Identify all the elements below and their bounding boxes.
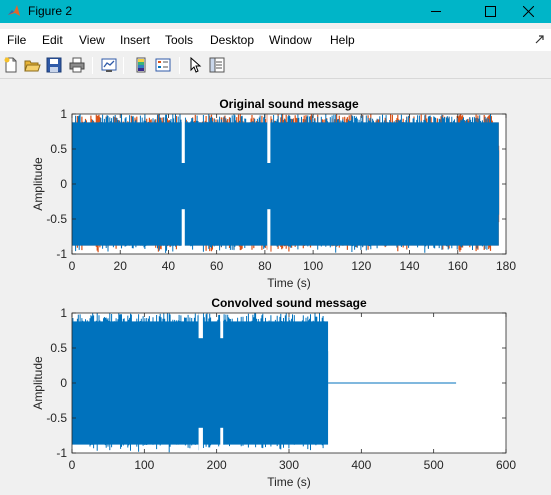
minimize-icon [430,11,441,12]
x-tick-label: 60 [210,259,224,273]
x-tick-label: 0 [69,259,76,273]
silence-gap [220,313,224,339]
x-tick-label: 400 [351,458,371,472]
toolbar [0,53,551,79]
x-tick-label: 140 [400,259,420,273]
y-tick-label: 1 [60,107,67,121]
maximize-icon [484,6,496,17]
silence-gap [267,114,271,163]
x-tick-label: 120 [351,259,371,273]
data-layer [72,114,500,254]
axes-title: Original sound message [219,97,359,111]
open-file-icon[interactable] [23,56,41,74]
silence-gap [198,313,203,339]
menu-tools[interactable]: Tools [165,33,194,47]
axes-1[interactable]: 0 20 40 60 80 100 120 140 160 180 -1 -0.5 0 0.5 1 Origi… [31,97,516,290]
menu-view[interactable]: View [79,33,105,47]
insert-legend-icon[interactable] [154,56,172,74]
silence-gap [220,427,224,453]
x-tick-label: 80 [258,259,272,273]
menu-file[interactable]: File [7,33,27,47]
series-2-body [72,122,499,246]
x-tick-label: 20 [114,259,128,273]
x-tick-label: 0 [69,458,76,472]
data-layer [72,313,457,453]
y-tick-label: -0.5 [46,212,67,226]
x-tick-label: 200 [207,458,227,472]
y-axis-label: Amplitude [31,157,45,211]
title-bar: Figure 2 [0,0,551,23]
silence-gap [181,209,185,254]
menu-desktop[interactable]: Desktop [210,33,255,47]
window-title: Figure 2 [28,4,73,18]
y-tick-label: -0.5 [46,411,67,425]
x-tick-label: 600 [496,458,516,472]
new-figure-icon[interactable] [2,56,20,74]
menu-edit[interactable]: Edit [42,33,63,47]
edit-plot-icon[interactable] [186,56,204,74]
y-tick-label: -1 [56,247,67,261]
axes-2[interactable]: 0 100 200 300 400 500 600 -1 -0.5 0 0.5 1 Convolved … [31,296,516,489]
maximize-button[interactable] [467,0,513,23]
series-1-body [72,321,329,445]
y-tick-label: 0 [60,376,67,390]
y-tick-label: 0.5 [50,142,67,156]
y-tick-label: -1 [56,446,67,460]
x-tick-label: 160 [448,259,468,273]
link-plot-icon[interactable] [100,56,118,74]
minimize-button[interactable] [413,0,459,23]
menu-bar: File Edit View Insert Tools Desktop Wind… [0,29,551,51]
x-tick-label: 180 [496,259,516,273]
x-axis-label: Time (s) [267,475,311,489]
menu-insert[interactable]: Insert [120,33,151,47]
matlab-logo-icon [8,5,20,16]
save-icon[interactable] [45,56,63,74]
figure-canvas: 0 20 40 60 80 100 120 140 160 180 -1 -0.5 0 0.5 1 Origi… [0,80,551,495]
toolbar-separator [179,57,180,74]
close-icon [522,6,534,17]
toolbar-separator [92,57,93,74]
x-tick-label: 40 [162,259,176,273]
y-axis-label: Amplitude [31,356,45,410]
plots-canvas: 0 20 40 60 80 100 120 140 160 180-1-0.500.51Origi… [31,97,516,489]
close-button[interactable] [505,0,551,23]
y-tick-label: 0 [60,177,67,191]
menu-help[interactable]: Help [330,33,355,47]
silence-gap [267,209,271,254]
y-tick-label: 1 [60,306,67,320]
x-tick-label: 500 [424,458,444,472]
y-tick-label: 0.5 [50,341,67,355]
undock-arrow-icon[interactable] [535,34,545,44]
insert-colorbar-icon[interactable] [132,56,150,74]
silence-gap [198,427,203,453]
x-axis-label: Time (s) [267,276,311,290]
toolbar-separator [123,57,124,74]
property-inspector-icon[interactable] [208,56,226,74]
print-icon[interactable] [68,56,86,74]
axes-title: Convolved sound message [211,296,367,310]
x-tick-label: 300 [279,458,299,472]
x-tick-label: 100 [303,259,323,273]
silence-gap [181,114,185,163]
menu-window[interactable]: Window [269,33,312,47]
x-tick-label: 100 [134,458,154,472]
